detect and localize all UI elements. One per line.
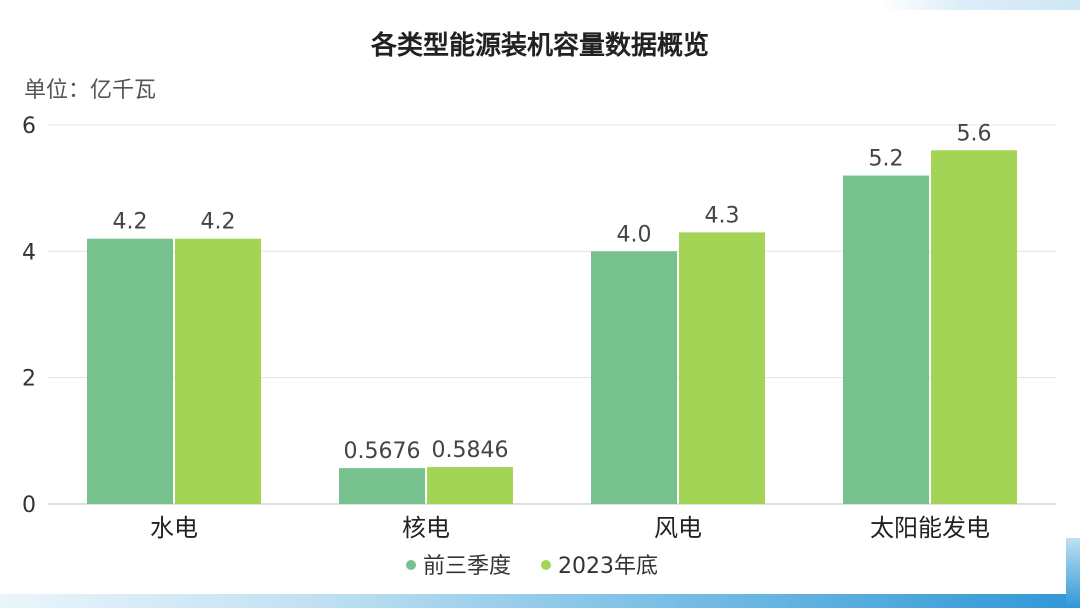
category-label: 水电 xyxy=(150,514,198,542)
bars xyxy=(87,150,1017,505)
unit-label: 单位：亿千瓦 xyxy=(24,78,156,103)
category-labels: 水电 核电 风电 太阳能发电 xyxy=(150,514,990,542)
y-tick-label: 4 xyxy=(22,240,36,265)
bottom-decoration xyxy=(0,594,1080,608)
legend-marker xyxy=(541,560,551,570)
data-label: 5.2 xyxy=(869,147,904,172)
data-label: 4.2 xyxy=(113,210,148,235)
category-label: 太阳能发电 xyxy=(870,514,990,542)
bar-太阳能发电-前三季度 xyxy=(843,175,929,505)
data-label: 4.2 xyxy=(201,210,236,235)
chart-title: 各类型能源装机容量数据概览 xyxy=(370,30,709,61)
data-label: 4.3 xyxy=(705,203,740,228)
bar-水电-前三季度 xyxy=(87,238,173,504)
corner-decoration xyxy=(1066,538,1080,608)
legend-label: 前三季度 xyxy=(423,554,511,579)
data-label: 0.5846 xyxy=(432,438,509,463)
data-labels: 4.2 4.2 0.5676 0.5846 4.0 4.3 5.2 5.6 xyxy=(113,121,992,464)
category-label: 核电 xyxy=(402,514,450,542)
data-label: 0.5676 xyxy=(344,439,421,464)
bar-风电-2023年底 xyxy=(679,232,765,504)
legend-marker xyxy=(406,560,416,570)
bar-核电-前三季度 xyxy=(339,468,425,504)
y-axis-ticks: 0 2 4 6 xyxy=(22,114,36,518)
bar-核电-2023年底 xyxy=(427,467,513,504)
data-label: 5.6 xyxy=(957,121,992,146)
data-label: 4.0 xyxy=(617,222,652,247)
y-tick-label: 2 xyxy=(22,367,36,392)
legend-label: 2023年底 xyxy=(558,554,658,579)
y-tick-label: 0 xyxy=(22,493,36,518)
y-tick-label: 6 xyxy=(22,114,36,139)
legend: 前三季度 2023年底 xyxy=(406,554,658,579)
bar-风电-前三季度 xyxy=(591,251,677,504)
bar-水电-2023年底 xyxy=(175,238,261,504)
category-label: 风电 xyxy=(654,514,702,542)
top-decoration xyxy=(880,0,1080,10)
bar-太阳能发电-2023年底 xyxy=(931,150,1017,504)
